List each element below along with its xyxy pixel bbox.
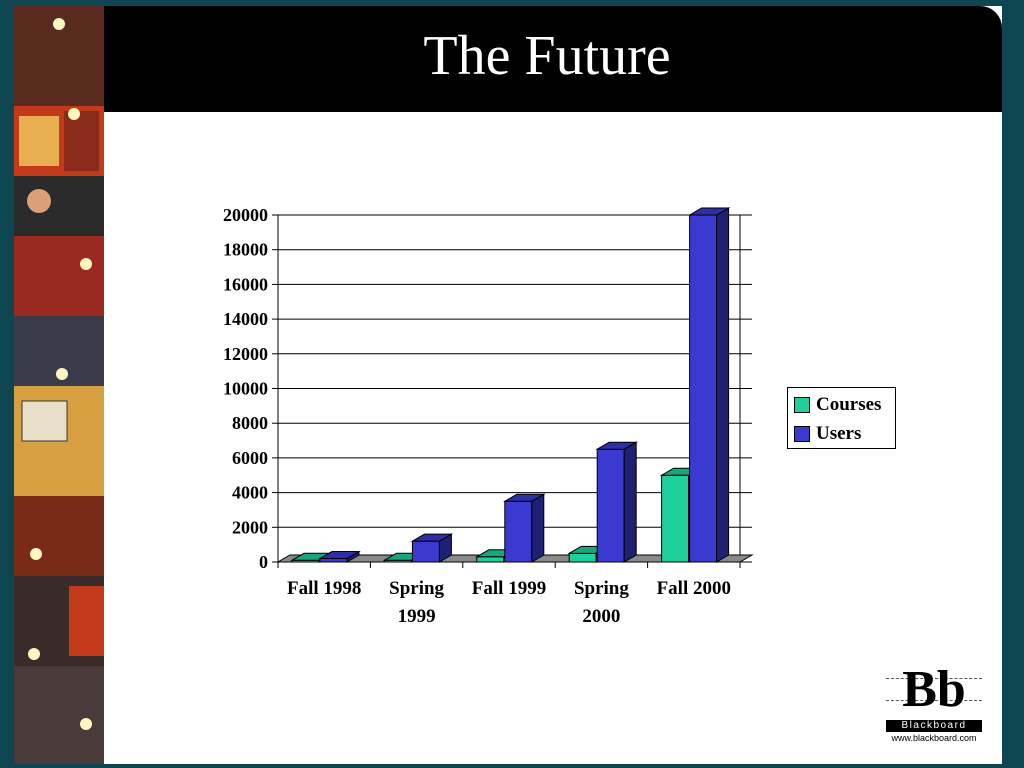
bar-top-users-4	[687, 207, 731, 216]
bar-users-0	[319, 558, 348, 563]
y-tick-label: 10000	[223, 379, 268, 399]
x-tick-label: Spring	[574, 578, 629, 599]
y-tick-label: 8000	[232, 413, 268, 433]
bar-top-users-2	[502, 493, 546, 502]
y-tick-label: 6000	[232, 448, 268, 468]
x-tick-label: Spring	[389, 578, 444, 599]
bar-side-users-4	[716, 207, 730, 563]
bar-courses-2	[476, 556, 505, 563]
logo-letters: Bb	[902, 661, 966, 718]
y-tick-label: 0	[259, 552, 268, 572]
legend-item-users: Users	[794, 422, 861, 446]
blackboard-logo: Bb Blackboard www.blackboard.com	[884, 660, 984, 745]
bar-courses-4	[661, 474, 690, 563]
bar-top-users-0	[318, 551, 361, 560]
x-tick-label: Fall 1999	[472, 578, 546, 599]
slide-title: The Future	[423, 25, 671, 87]
bar-users-4	[689, 214, 718, 563]
decorative-collage-strip	[14, 6, 104, 764]
x-tick-label: 2000	[582, 606, 620, 627]
logo-url: www.blackboard.com	[891, 733, 977, 743]
bar-side-users-3	[623, 441, 637, 563]
legend-label-users: Users	[816, 423, 862, 444]
bar-users-3	[596, 448, 625, 563]
title-bar	[104, 6, 1002, 112]
legend-swatch-courses	[794, 397, 810, 413]
bar-side-users-2	[531, 493, 545, 563]
bar-users-1	[411, 540, 440, 563]
collage-illustration	[14, 6, 104, 764]
x-tick-label: Fall 2000	[657, 578, 731, 599]
logo-wordmark: Blackboard	[886, 720, 982, 732]
bar-courses-3	[568, 552, 597, 563]
legend-label-courses: Courses	[816, 394, 882, 415]
y-tick-label: 14000	[223, 309, 268, 329]
y-tick-label: 12000	[223, 344, 268, 364]
y-tick-label: 4000	[232, 483, 268, 503]
y-tick-label: 18000	[223, 240, 268, 260]
bar-top-users-3	[595, 441, 639, 450]
x-tick-label: 1999	[398, 606, 436, 627]
y-tick-label: 20000	[223, 205, 268, 225]
bar-users-2	[504, 500, 533, 563]
legend-swatch-users	[794, 426, 810, 442]
y-tick-label: 16000	[223, 274, 268, 294]
legend-item-courses: Courses	[794, 393, 881, 417]
y-tick-label: 2000	[232, 517, 268, 537]
x-tick-label: Fall 1998	[287, 578, 361, 599]
bar-top-users-1	[410, 533, 454, 542]
chart-legend: Courses Users	[787, 387, 896, 449]
